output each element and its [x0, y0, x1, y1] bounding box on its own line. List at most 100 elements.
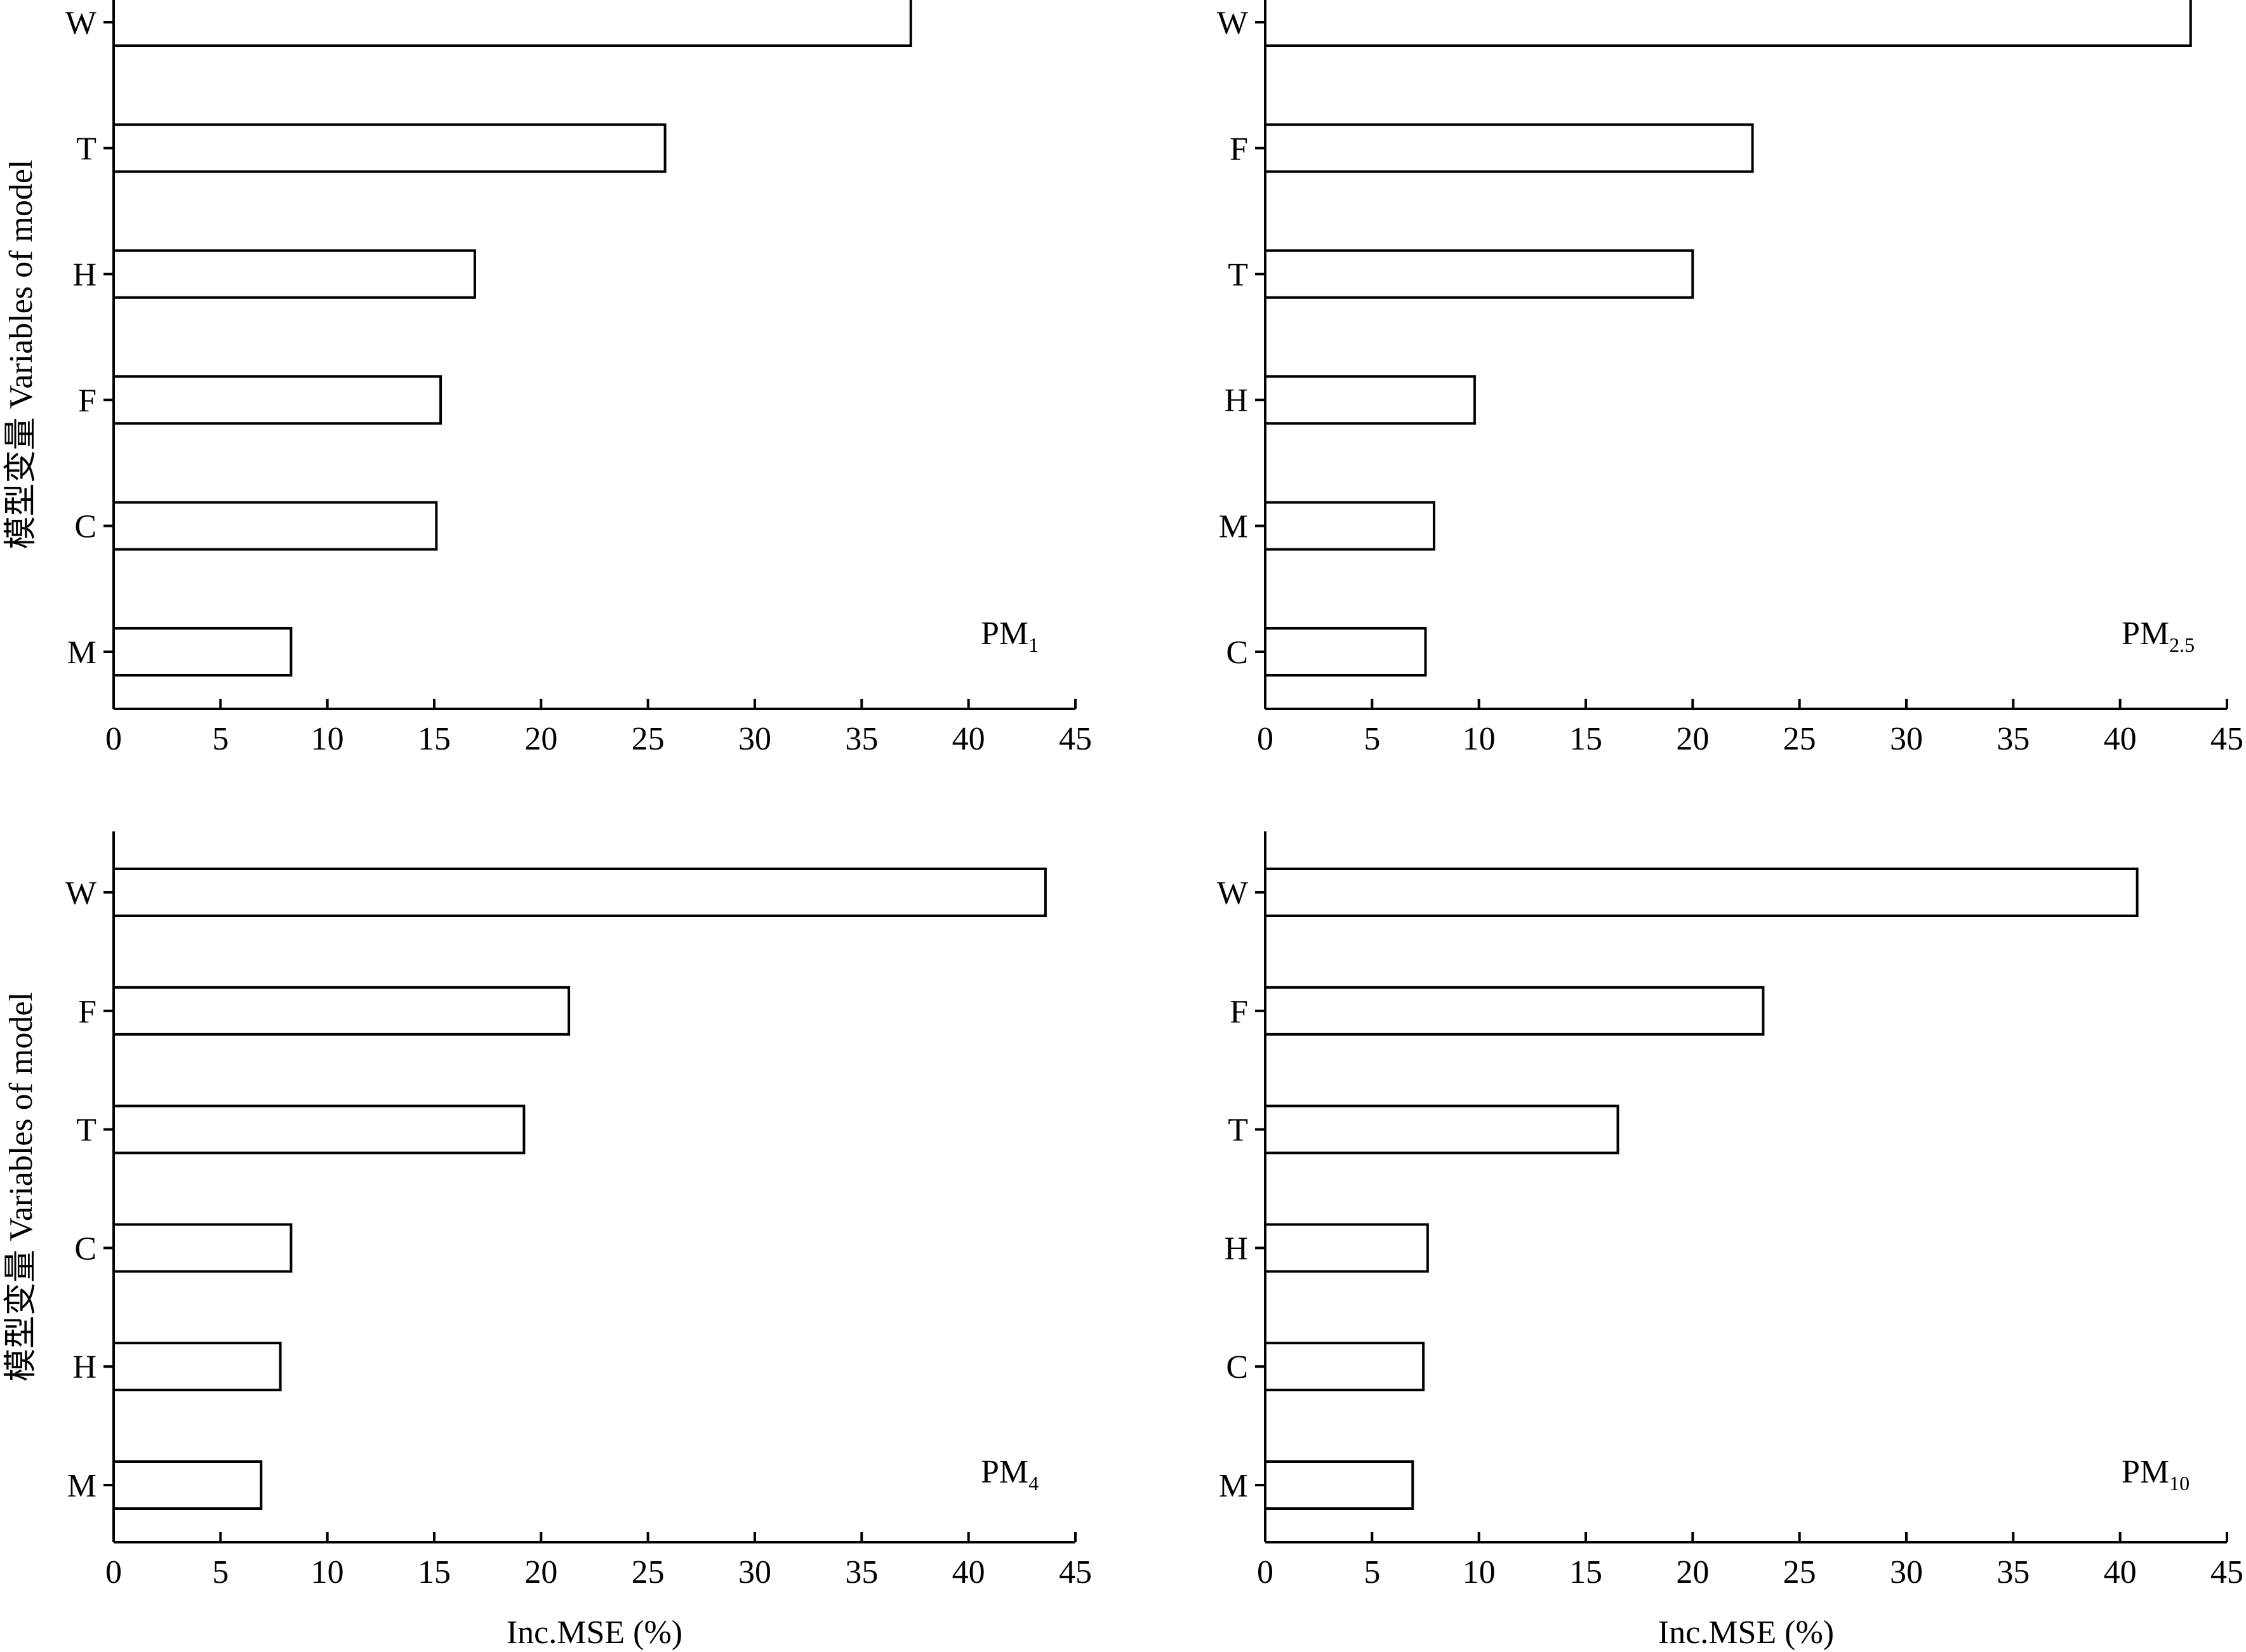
- category-label: T: [76, 1113, 96, 1149]
- category-label: M: [67, 635, 96, 671]
- x-tick-label: 35: [1997, 721, 2030, 757]
- y-axis-title: 模型变量 Variables of model: [3, 160, 39, 550]
- x-axis-title: Inc.MSE (%): [507, 1615, 682, 1651]
- category-label: M: [1219, 1468, 1248, 1504]
- panel-label-main: PM: [2122, 616, 2169, 652]
- x-tick-label: 45: [2210, 721, 2243, 757]
- x-tick-label: 40: [2104, 721, 2137, 757]
- x-tick-label: 35: [1997, 1554, 2030, 1590]
- category-label: F: [78, 383, 96, 419]
- chart-panel-4: W F T H C M 0 5 10 15 20 25 30 35 40 45 Inc.MSE (%) PM10: [1217, 831, 2243, 1651]
- x-tick-label: 25: [1783, 721, 1816, 757]
- bar-F: [112, 986, 571, 1036]
- bar-W: [112, 0, 912, 47]
- x-tick-label: 5: [212, 721, 229, 757]
- bar-C: [1264, 627, 1427, 677]
- x-tick-label: 40: [952, 1554, 985, 1590]
- bar-M: [112, 627, 293, 677]
- panel-label-main: PM: [981, 616, 1028, 652]
- panel-label: PM1: [981, 616, 1039, 656]
- category-label: C: [74, 509, 96, 545]
- x-tick-label: 10: [311, 1554, 344, 1590]
- bar-C: [112, 1223, 293, 1273]
- bar-W: [1264, 868, 2139, 917]
- bar-M: [1264, 1460, 1414, 1510]
- category-label: H: [72, 257, 96, 293]
- category-label: C: [1226, 1349, 1248, 1385]
- x-tick-label: 45: [1059, 721, 1092, 757]
- x-tick-label: 5: [1364, 1554, 1380, 1590]
- chart-panel-1: W T H F C M 0 5 10 15 20 25 30 35 40 45 模型变量 Variables o…: [3, 0, 1092, 757]
- x-tick-label: 15: [418, 721, 451, 757]
- chart-panel-2: W F T H M C 0 5 10 15 20 25 30 35 40 45 PM2.5: [1217, 0, 2243, 757]
- panel-label: PM10: [2122, 1454, 2190, 1495]
- bar-C: [1264, 1342, 1425, 1392]
- chart-panel-3: W F T C H M 0 5 10 15 20 25 30 35 40 45 Inc.MSE (%) 模型变量 …: [3, 831, 1092, 1651]
- x-tick-label: 20: [524, 721, 557, 757]
- x-tick-label: 0: [1257, 721, 1273, 757]
- category-label: M: [1219, 509, 1248, 545]
- category-label: H: [72, 1349, 96, 1385]
- x-tick-label: 35: [845, 1554, 878, 1590]
- category-label: M: [67, 1468, 96, 1504]
- x-tick-label: 5: [1364, 721, 1380, 757]
- panel-label-subscript: 2.5: [2169, 633, 2195, 656]
- bar-F: [112, 375, 442, 425]
- x-tick-label: 0: [1257, 1554, 1273, 1590]
- x-tick-label: 15: [418, 1554, 451, 1590]
- x-tick-label: 30: [738, 721, 771, 757]
- category-label: W: [1217, 5, 1248, 41]
- x-tick-label: 20: [1676, 1554, 1709, 1590]
- x-tick-label: 40: [2104, 1554, 2137, 1590]
- bar-T: [112, 1104, 526, 1154]
- category-label: T: [1228, 1113, 1248, 1149]
- x-tick-label: 10: [1463, 721, 1496, 757]
- bar-H: [1264, 375, 1476, 425]
- x-tick-label: 25: [632, 1554, 665, 1590]
- category-label: W: [65, 5, 96, 41]
- x-tick-label: 20: [1676, 721, 1709, 757]
- panel-label-subscript: 4: [1028, 1472, 1039, 1495]
- bar-H: [112, 1342, 282, 1392]
- category-label: W: [65, 875, 96, 911]
- x-tick-label: 25: [1783, 1554, 1816, 1590]
- panel-label: PM2.5: [2122, 616, 2195, 656]
- bar-M: [112, 1460, 263, 1510]
- x-tick-label: 15: [1569, 721, 1602, 757]
- category-label: H: [1224, 383, 1248, 419]
- x-tick-label: 10: [311, 721, 344, 757]
- x-tick-label: 45: [2210, 1554, 2243, 1590]
- category-label: C: [1226, 635, 1248, 671]
- x-tick-label: 5: [212, 1554, 229, 1590]
- category-label: F: [78, 994, 96, 1030]
- panel-label-subscript: 1: [1028, 633, 1039, 656]
- bar-W: [112, 868, 1047, 917]
- panel-label-main: PM: [981, 1454, 1028, 1490]
- category-label: F: [1230, 994, 1248, 1030]
- x-tick-label: 35: [845, 721, 878, 757]
- category-label: H: [1224, 1231, 1248, 1267]
- bar-H: [1264, 1223, 1429, 1273]
- x-axis-title: Inc.MSE (%): [1658, 1615, 1834, 1651]
- bar-M: [1264, 501, 1435, 551]
- x-tick-label: 10: [1463, 1554, 1496, 1590]
- x-tick-label: 20: [524, 1554, 557, 1590]
- x-tick-label: 25: [632, 721, 665, 757]
- category-label: T: [1228, 257, 1248, 293]
- category-label: W: [1217, 875, 1248, 911]
- bar-C: [112, 501, 438, 551]
- x-tick-label: 30: [1890, 721, 1923, 757]
- category-label: F: [1230, 131, 1248, 167]
- x-tick-label: 15: [1569, 1554, 1602, 1590]
- panel-label: PM4: [981, 1454, 1039, 1495]
- x-tick-label: 0: [105, 721, 122, 757]
- bar-H: [112, 249, 476, 299]
- bar-W: [1264, 0, 2192, 47]
- x-tick-label: 45: [1059, 1554, 1092, 1590]
- category-label: T: [76, 131, 96, 167]
- x-tick-label: 30: [1890, 1554, 1923, 1590]
- bar-T: [1264, 249, 1694, 299]
- bar-F: [1264, 123, 1754, 173]
- y-axis-title: 模型变量 Variables of model: [3, 992, 39, 1382]
